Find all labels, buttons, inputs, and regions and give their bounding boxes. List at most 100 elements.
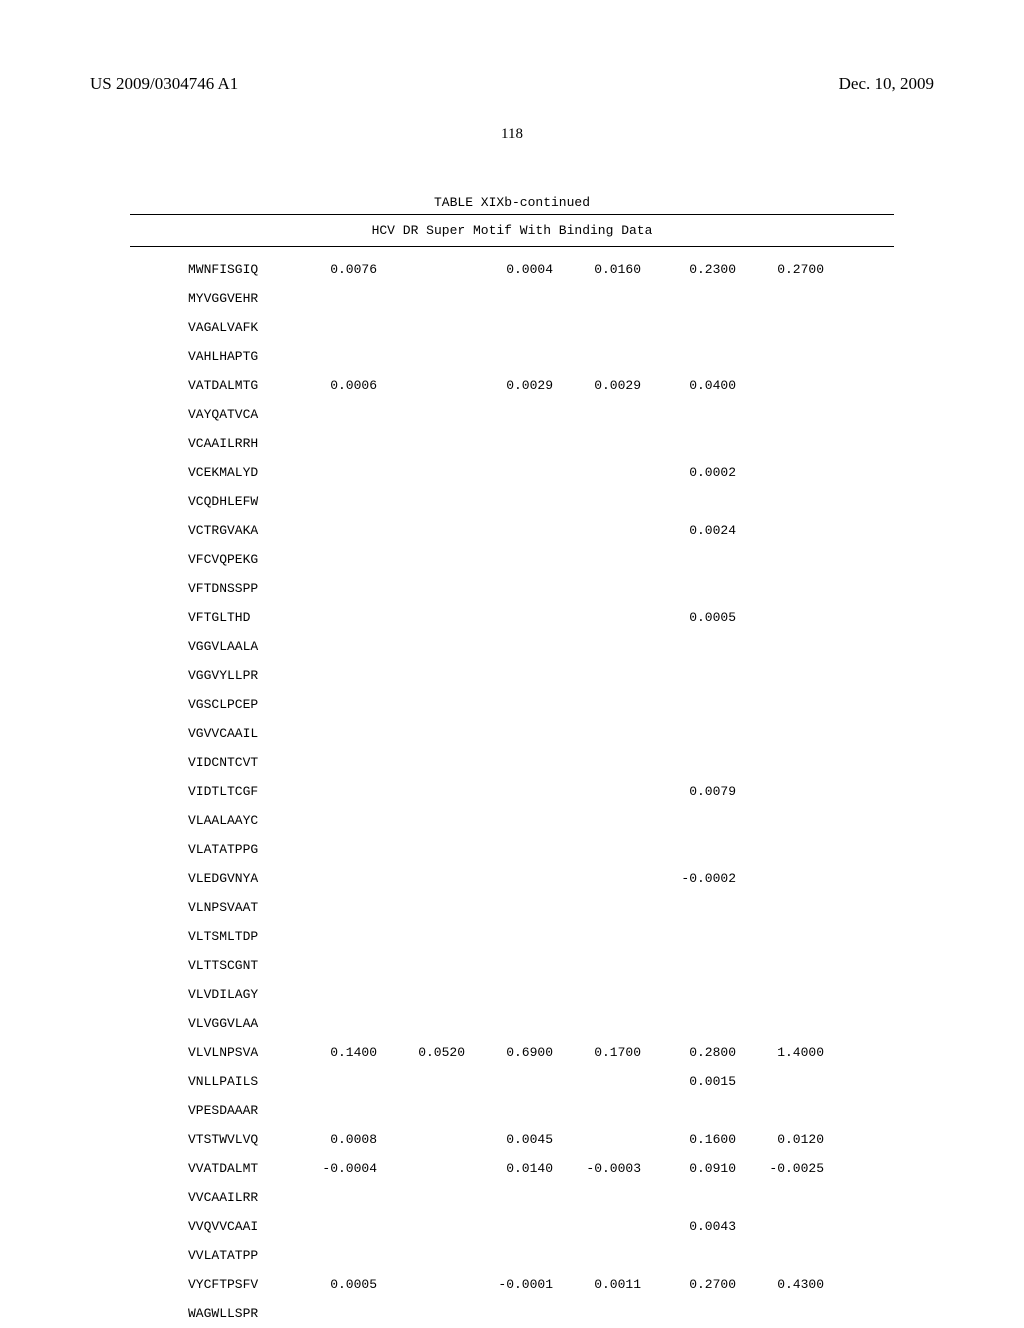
value-cell bbox=[559, 1133, 647, 1146]
value-cell bbox=[742, 437, 830, 450]
value-cell: 0.0015 bbox=[647, 1075, 742, 1088]
value-cell bbox=[559, 495, 647, 508]
value-cell bbox=[471, 1307, 559, 1320]
sequence-cell: MWNFISGIQ bbox=[130, 263, 295, 276]
table-body: MWNFISGIQ0.00760.00040.01600.23000.2700M… bbox=[130, 255, 894, 1328]
value-cell bbox=[647, 553, 742, 566]
value-cell bbox=[383, 553, 471, 566]
value-cell bbox=[295, 408, 383, 421]
value-cell: 0.0005 bbox=[295, 1278, 383, 1291]
value-cell bbox=[295, 698, 383, 711]
value-cell: -0.0004 bbox=[295, 1162, 383, 1175]
value-cell bbox=[471, 640, 559, 653]
value-cell bbox=[295, 553, 383, 566]
value-cell bbox=[471, 495, 559, 508]
table-row: VVLATATPP bbox=[130, 1241, 894, 1270]
value-cell bbox=[295, 756, 383, 769]
value-cell: 0.0008 bbox=[295, 1133, 383, 1146]
value-cell bbox=[742, 814, 830, 827]
value-cell bbox=[647, 640, 742, 653]
sequence-cell: VLTSMLTDP bbox=[130, 930, 295, 943]
value-cell bbox=[383, 263, 471, 276]
table-row: VTSTWVLVQ0.00080.00450.16000.0120 bbox=[130, 1125, 894, 1154]
value-cell bbox=[647, 727, 742, 740]
sequence-cell: VGVVCAAIL bbox=[130, 727, 295, 740]
value-cell bbox=[295, 640, 383, 653]
value-cell bbox=[383, 814, 471, 827]
value-cell: 0.2300 bbox=[647, 263, 742, 276]
table-row: VGVVCAAIL bbox=[130, 719, 894, 748]
publication-date: Dec. 10, 2009 bbox=[839, 74, 934, 94]
table-row: WAGWLLSPR bbox=[130, 1299, 894, 1328]
value-cell bbox=[471, 292, 559, 305]
value-cell: -0.0001 bbox=[471, 1278, 559, 1291]
value-cell bbox=[647, 321, 742, 334]
table-row: VPESDAAAR bbox=[130, 1096, 894, 1125]
value-cell bbox=[383, 1017, 471, 1030]
value-cell bbox=[471, 524, 559, 537]
value-cell bbox=[559, 872, 647, 885]
sequence-cell: VTSTWVLVQ bbox=[130, 1133, 295, 1146]
value-cell bbox=[742, 785, 830, 798]
sequence-cell: VAGALVAFK bbox=[130, 321, 295, 334]
value-cell bbox=[383, 698, 471, 711]
value-cell bbox=[742, 524, 830, 537]
value-cell bbox=[742, 495, 830, 508]
value-cell: 0.1400 bbox=[295, 1046, 383, 1059]
value-cell bbox=[647, 901, 742, 914]
value-cell bbox=[742, 698, 830, 711]
value-cell bbox=[559, 1307, 647, 1320]
value-cell bbox=[471, 843, 559, 856]
value-cell bbox=[383, 901, 471, 914]
sequence-cell: VLEDGVNYA bbox=[130, 872, 295, 885]
table-row: VLAALAAYC bbox=[130, 806, 894, 835]
value-cell bbox=[295, 901, 383, 914]
value-cell bbox=[559, 1220, 647, 1233]
table-row: VIDCNTCVT bbox=[130, 748, 894, 777]
table-row: VFCVQPEKG bbox=[130, 545, 894, 574]
value-cell bbox=[559, 785, 647, 798]
value-cell: -0.0002 bbox=[647, 872, 742, 885]
value-cell bbox=[742, 1307, 830, 1320]
value-cell bbox=[647, 495, 742, 508]
value-cell bbox=[295, 437, 383, 450]
table-row: VNLLPAILS0.0015 bbox=[130, 1067, 894, 1096]
table-row: VFTGLTHD0.0005 bbox=[130, 603, 894, 632]
sequence-cell: VAHLHAPTG bbox=[130, 350, 295, 363]
value-cell: 1.4000 bbox=[742, 1046, 830, 1059]
sequence-cell: VLTTSCGNT bbox=[130, 959, 295, 972]
value-cell bbox=[295, 1191, 383, 1204]
value-cell bbox=[742, 292, 830, 305]
value-cell: 0.2800 bbox=[647, 1046, 742, 1059]
value-cell bbox=[471, 669, 559, 682]
value-cell bbox=[295, 785, 383, 798]
sequence-cell: VCTRGVAKA bbox=[130, 524, 295, 537]
sequence-cell: VYCFTPSFV bbox=[130, 1278, 295, 1291]
table-row: VLVLNPSVA0.14000.05200.69000.17000.28001… bbox=[130, 1038, 894, 1067]
value-cell bbox=[647, 756, 742, 769]
value-cell bbox=[742, 1017, 830, 1030]
value-cell bbox=[559, 930, 647, 943]
sequence-cell: VIDTLTCGF bbox=[130, 785, 295, 798]
value-cell bbox=[559, 1017, 647, 1030]
value-cell bbox=[742, 321, 830, 334]
value-cell bbox=[295, 872, 383, 885]
value-cell bbox=[559, 901, 647, 914]
value-cell bbox=[383, 1249, 471, 1262]
value-cell bbox=[383, 1075, 471, 1088]
sequence-cell: VGSCLPCEP bbox=[130, 698, 295, 711]
value-cell bbox=[295, 292, 383, 305]
table-row: VAGALVAFK bbox=[130, 313, 894, 342]
value-cell bbox=[295, 988, 383, 1001]
value-cell bbox=[559, 640, 647, 653]
value-cell bbox=[742, 466, 830, 479]
value-cell bbox=[559, 553, 647, 566]
value-cell: 0.6900 bbox=[471, 1046, 559, 1059]
value-cell: 0.0004 bbox=[471, 263, 559, 276]
value-cell bbox=[742, 379, 830, 392]
value-cell: 0.0011 bbox=[559, 1278, 647, 1291]
value-cell bbox=[471, 872, 559, 885]
value-cell: 0.0029 bbox=[559, 379, 647, 392]
value-cell bbox=[559, 524, 647, 537]
value-cell bbox=[742, 640, 830, 653]
